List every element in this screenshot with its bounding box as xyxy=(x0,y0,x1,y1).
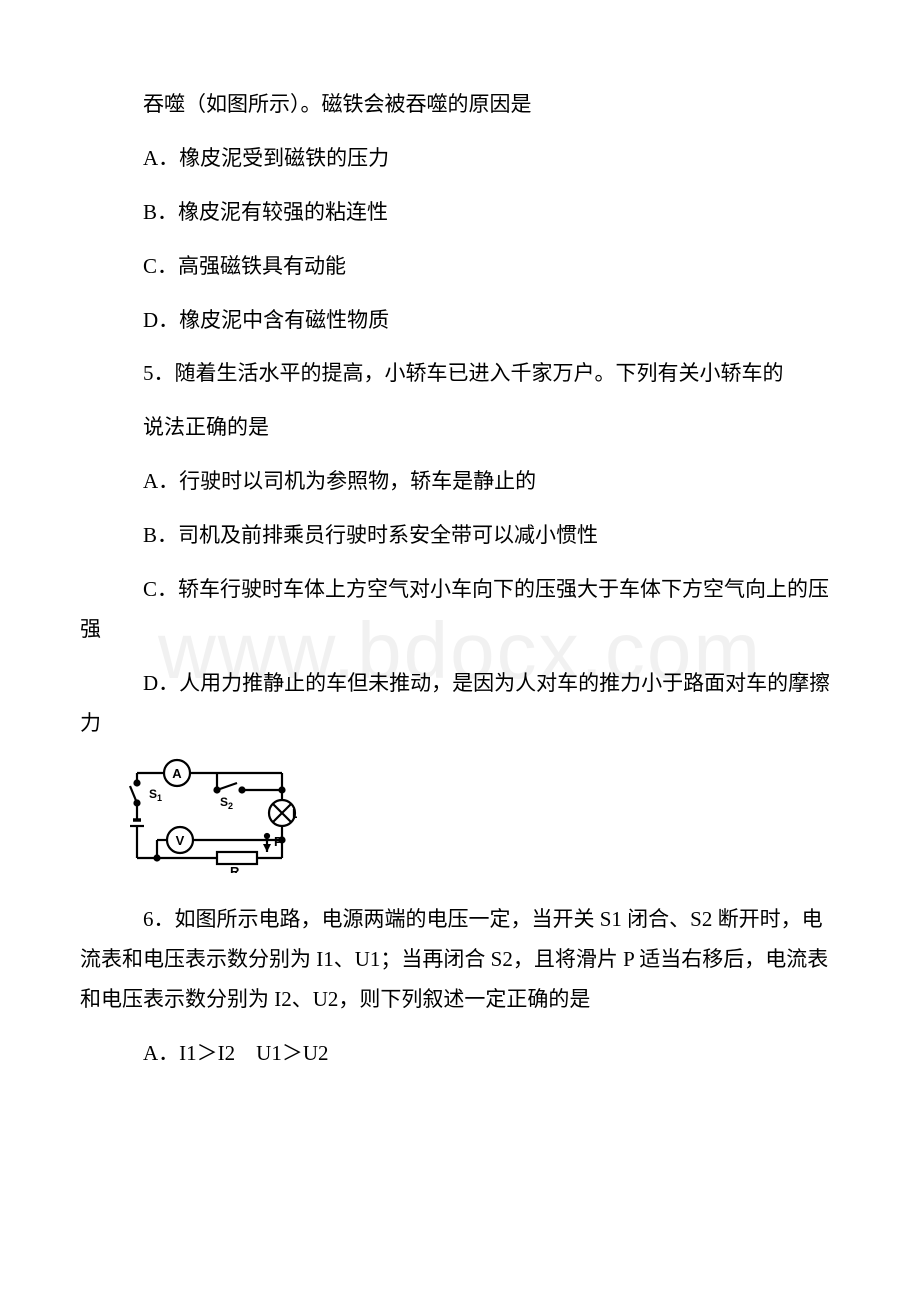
q4-continuation: 吞噬（如图所示）。磁铁会被吞噬的原因是 xyxy=(80,85,840,125)
circuit-diagram: A V S1 S2 L R P xyxy=(122,758,840,887)
q4-option-a: A．橡皮泥受到磁铁的压力 xyxy=(80,139,840,179)
s2-label: S2 xyxy=(220,795,233,811)
q6-option-a: A．I1＞I2 U1＞U2 xyxy=(80,1034,840,1074)
resistor-label: R xyxy=(230,864,240,873)
lamp-label: L xyxy=(292,806,297,821)
q5-stem-line1: 5．随着生活水平的提高，小轿车已进入千家万户。下列有关小轿车的 xyxy=(80,354,840,394)
q5-option-a: A．行驶时以司机为参照物，轿车是静止的 xyxy=(80,462,840,502)
q5-option-d: D．人用力推静止的车但未推动，是因为人对车的推力小于路面对车的摩擦力 xyxy=(80,664,840,744)
q5-option-c: C．轿车行驶时车体上方空气对小车向下的压强大于车体下方空气向上的压强 xyxy=(80,570,840,650)
s1-label: S1 xyxy=(149,787,162,803)
q4-option-b: B．橡皮泥有较强的粘连性 xyxy=(80,193,840,233)
q4-option-d: D．橡皮泥中含有磁性物质 xyxy=(80,301,840,341)
circuit-svg: A V S1 S2 L R P xyxy=(122,758,297,873)
ammeter-label: A xyxy=(172,766,182,781)
q6-stem: 6．如图所示电路，电源两端的电压一定，当开关 S1 闭合、S2 断开时，电流表和… xyxy=(80,900,840,1020)
voltmeter-label: V xyxy=(176,833,185,848)
q5-option-b: B．司机及前排乘员行驶时系安全带可以减小惯性 xyxy=(80,516,840,556)
q5-stem-line2: 说法正确的是 xyxy=(80,408,840,448)
slider-label: P xyxy=(274,834,283,849)
document-content: 吞噬（如图所示）。磁铁会被吞噬的原因是 A．橡皮泥受到磁铁的压力 B．橡皮泥有较… xyxy=(80,85,840,1074)
q4-option-c: C．高强磁铁具有动能 xyxy=(80,247,840,287)
